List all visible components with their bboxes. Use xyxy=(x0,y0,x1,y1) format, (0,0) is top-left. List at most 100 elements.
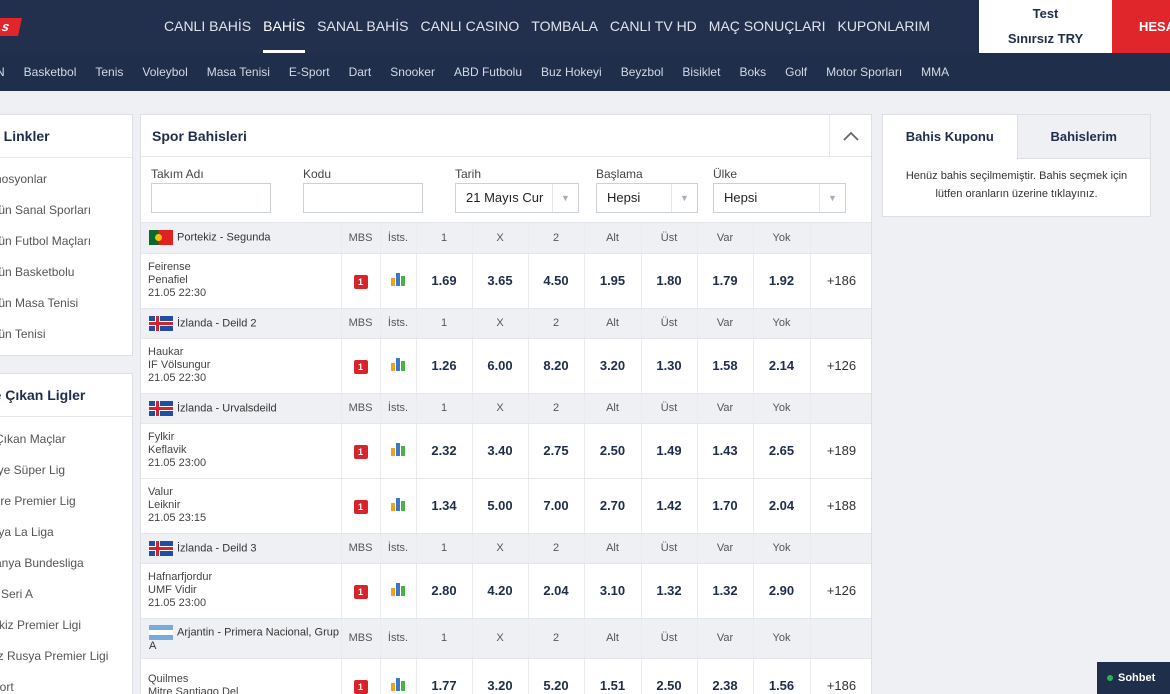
tab-bet-slip[interactable]: Bahis Kuponu xyxy=(883,115,1017,159)
stats-cell[interactable] xyxy=(380,658,417,694)
league-name-cell[interactable]: İzlanda - Urvalsdeild xyxy=(141,393,342,424)
odd-button[interactable]: 1.43 xyxy=(697,423,754,479)
odd-button[interactable]: 1.69 xyxy=(416,253,473,309)
league-name-cell[interactable]: Portekiz - Segunda xyxy=(141,223,342,254)
sport-item[interactable]: Masa Tenisi xyxy=(206,65,270,79)
odd-button[interactable]: 1.95 xyxy=(584,253,642,309)
site-logo[interactable]: s xyxy=(0,18,22,36)
league-name-cell[interactable]: Arjantin - Primera Nacional, Grup A xyxy=(141,618,342,659)
nav-canli-tv[interactable]: CANLI TV HD xyxy=(609,18,697,34)
odd-button[interactable]: 6.00 xyxy=(472,338,529,394)
team-input[interactable] xyxy=(151,183,271,213)
more-bets-button[interactable]: +188 xyxy=(810,478,871,534)
odd-button[interactable]: 2.04 xyxy=(528,563,585,619)
odd-button[interactable]: 2.90 xyxy=(753,563,811,619)
odd-button[interactable]: 3.20 xyxy=(584,338,642,394)
more-bets-button[interactable]: +186 xyxy=(810,253,871,309)
country-select[interactable]: Hepsi ▼ xyxy=(713,183,846,213)
stats-cell[interactable] xyxy=(380,478,417,534)
odd-button[interactable]: 1.30 xyxy=(641,338,698,394)
quick-link[interactable]: ünün Futbol Maçları xyxy=(0,234,92,248)
odd-button[interactable]: 2.04 xyxy=(753,478,811,534)
start-select[interactable]: Hepsi ▼ xyxy=(596,183,698,213)
odd-button[interactable]: 2.50 xyxy=(584,423,642,479)
sport-item[interactable]: Buz Hokeyi xyxy=(541,65,602,79)
odd-button[interactable]: 1.49 xyxy=(641,423,698,479)
odd-button[interactable]: 2.80 xyxy=(416,563,473,619)
odd-button[interactable]: 2.70 xyxy=(584,478,642,534)
sport-item[interactable]: ABD Futbolu xyxy=(453,65,523,79)
league-link[interactable]: rkiye Süper Lig xyxy=(0,463,66,477)
odd-button[interactable]: 3.10 xyxy=(584,563,642,619)
event-teams-cell[interactable]: Hafnarfjordur UMF Vidir 21.05 23:00 xyxy=(141,563,342,619)
stats-cell[interactable] xyxy=(380,338,417,394)
league-link[interactable]: e Çıkan Maçlar xyxy=(0,432,66,446)
odd-button[interactable]: 2.65 xyxy=(753,423,811,479)
league-link[interactable]: yaz Rusya Premier Ligi xyxy=(0,649,109,663)
odd-button[interactable]: 1.26 xyxy=(416,338,473,394)
stats-cell[interactable] xyxy=(380,253,417,309)
sport-item[interactable]: Snooker xyxy=(390,65,435,79)
odd-button[interactable]: 2.38 xyxy=(697,658,754,694)
nav-sanal-bahis[interactable]: SANAL BAHİS xyxy=(317,18,409,34)
quick-link[interactable]: omosyonlar xyxy=(0,172,48,186)
odd-button[interactable]: 1.32 xyxy=(697,563,754,619)
date-select[interactable]: 21 Mayıs Cur ▼ xyxy=(455,183,579,213)
sport-item[interactable]: N xyxy=(0,65,5,79)
odd-button[interactable]: 5.20 xyxy=(528,658,585,694)
sport-item[interactable]: Basketbol xyxy=(23,65,77,79)
odd-button[interactable]: 1.32 xyxy=(641,563,698,619)
nav-kuponlarim[interactable]: KUPONLARIM xyxy=(837,18,931,34)
odd-button[interactable]: 1.92 xyxy=(753,253,811,309)
more-bets-button[interactable]: +126 xyxy=(810,563,871,619)
sport-item[interactable]: Dart xyxy=(348,65,372,79)
odd-button[interactable]: 1.56 xyxy=(753,658,811,694)
sport-item[interactable]: Boks xyxy=(739,65,767,79)
sport-item[interactable]: Tenis xyxy=(95,65,124,79)
odd-button[interactable]: 3.20 xyxy=(472,658,529,694)
quick-link[interactable]: ünün Tenisi xyxy=(0,327,46,341)
sport-item[interactable]: Golf xyxy=(785,65,808,79)
league-link[interactable]: manya Bundesliga xyxy=(0,556,84,570)
odd-button[interactable]: 3.65 xyxy=(472,253,529,309)
odd-button[interactable]: 1.70 xyxy=(697,478,754,534)
collapse-button[interactable] xyxy=(829,115,871,157)
odd-button[interactable]: 1.42 xyxy=(641,478,698,534)
odd-button[interactable]: 5.00 xyxy=(472,478,529,534)
odd-button[interactable]: 3.40 xyxy=(472,423,529,479)
quick-link[interactable]: ünün Basketbolu xyxy=(0,265,75,279)
stats-cell[interactable] xyxy=(380,423,417,479)
more-bets-button[interactable]: +189 xyxy=(810,423,871,479)
odd-button[interactable]: 1.34 xyxy=(416,478,473,534)
league-link[interactable]: ya Seri A xyxy=(0,587,34,601)
odd-button[interactable]: 2.32 xyxy=(416,423,473,479)
odd-button[interactable]: 7.00 xyxy=(528,478,585,534)
quick-link[interactable]: ünün Sanal Sporları xyxy=(0,203,92,217)
odd-button[interactable]: 1.79 xyxy=(697,253,754,309)
odd-button[interactable]: 1.80 xyxy=(641,253,698,309)
odd-button[interactable]: 2.75 xyxy=(528,423,585,479)
sport-item[interactable]: Bisiklet xyxy=(682,65,721,79)
sport-item[interactable]: Motor Sporları xyxy=(826,65,903,79)
event-teams-cell[interactable]: Fylkir Keflavik 21.05 23:00 xyxy=(141,423,342,479)
league-link[interactable]: Sport xyxy=(0,680,14,694)
nav-canli-bahis[interactable]: CANLI BAHİS xyxy=(164,18,252,34)
code-input[interactable] xyxy=(303,183,423,213)
odd-button[interactable]: 4.20 xyxy=(472,563,529,619)
account-button[interactable]: HESAP xyxy=(1112,0,1170,53)
odd-button[interactable]: 4.50 xyxy=(528,253,585,309)
event-teams-cell[interactable]: Haukar IF Völsungur 21.05 22:30 xyxy=(141,338,342,394)
event-teams-cell[interactable]: Valur Leiknir 21.05 23:15 xyxy=(141,478,342,534)
league-name-cell[interactable]: İzlanda - Deild 3 xyxy=(141,533,342,564)
odd-button[interactable]: 1.58 xyxy=(697,338,754,394)
sport-item[interactable]: MMA xyxy=(921,65,950,79)
sport-item[interactable]: Voleybol xyxy=(142,65,188,79)
nav-bahis[interactable]: BAHİS xyxy=(257,0,311,53)
stats-cell[interactable] xyxy=(380,563,417,619)
tab-my-bets[interactable]: Bahislerim xyxy=(1016,115,1150,159)
nav-canli-casino[interactable]: CANLI CASINO xyxy=(420,18,520,34)
odd-button[interactable]: 1.51 xyxy=(584,658,642,694)
league-link[interactable]: iltere Premier Lig xyxy=(0,494,76,508)
user-box[interactable]: Test Sınırsız TRY xyxy=(979,0,1112,53)
